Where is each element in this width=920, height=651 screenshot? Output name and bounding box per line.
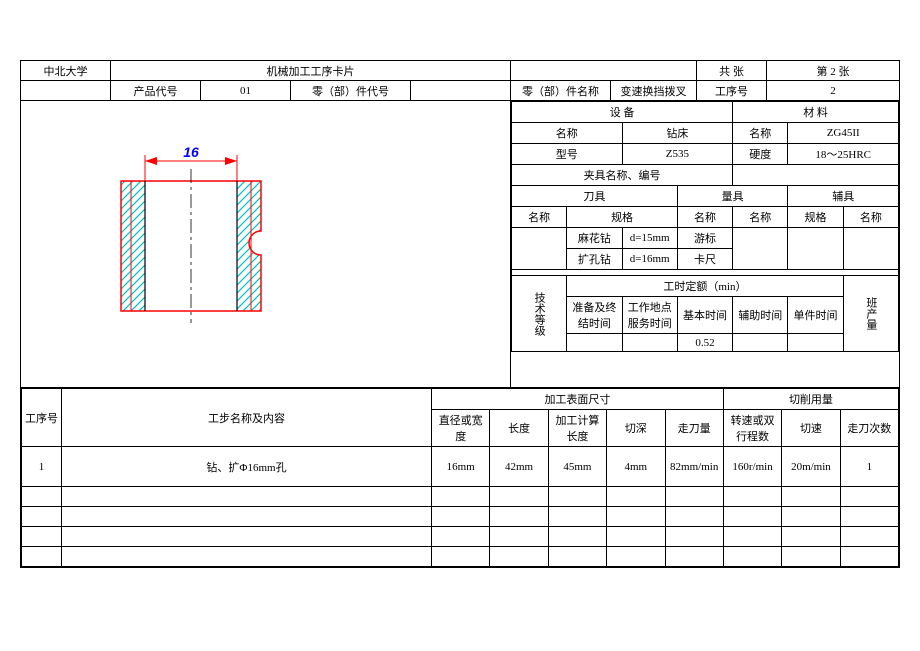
proc-cell-dia bbox=[432, 527, 490, 547]
equip-model: Z535 bbox=[622, 144, 733, 165]
proc-cell-name bbox=[62, 547, 432, 567]
proc-cell-depth bbox=[607, 527, 665, 547]
proc-cell-name bbox=[62, 487, 432, 507]
proc-cell-dia bbox=[432, 547, 490, 567]
proc-cell-feed bbox=[665, 527, 723, 547]
page-current: 第 2 张 bbox=[767, 61, 899, 81]
part-drawing: 16 bbox=[81, 121, 341, 341]
tool-row-spec: d=15mm bbox=[622, 228, 677, 249]
part-name: 变速换挡拨叉 bbox=[611, 81, 697, 101]
drawing-area: 16 bbox=[21, 101, 511, 387]
proc-cell-name: 钻、扩Φ16mm孔 bbox=[62, 447, 432, 487]
proc-cell-cut bbox=[782, 527, 840, 547]
proc-cell-depth bbox=[607, 507, 665, 527]
product-code: 01 bbox=[201, 81, 291, 101]
proc-cell-no bbox=[22, 547, 62, 567]
proc-cell-feed: 82mm/min bbox=[665, 447, 723, 487]
proc-cell-feed bbox=[665, 547, 723, 567]
col-step-no: 工序号 bbox=[22, 389, 62, 447]
proc-cell-feed bbox=[665, 487, 723, 507]
proc-cell-speed bbox=[723, 487, 781, 507]
gauge-row-name: 游标 bbox=[677, 228, 732, 249]
tool-section: 刀具 bbox=[512, 186, 678, 207]
process-card: 中北大学 机械加工工序卡片 共 张 第 2 张 产品代号 01 零（部）件代号 … bbox=[20, 60, 900, 568]
proc-cell-name bbox=[62, 507, 432, 527]
fixture-label: 夹具名称、编号 bbox=[512, 165, 733, 186]
proc-cell-feed bbox=[665, 507, 723, 527]
part-name-label: 零（部）件名称 bbox=[511, 81, 611, 101]
proc-cell-passes: 1 bbox=[840, 447, 898, 487]
fixture-value bbox=[733, 165, 899, 186]
basic-time-value: 0.52 bbox=[677, 334, 732, 352]
proc-cell-calc bbox=[548, 507, 606, 527]
university-cell: 中北大学 bbox=[21, 61, 111, 81]
proc-cell-len bbox=[490, 487, 548, 507]
aux-section: 辅具 bbox=[788, 186, 899, 207]
col-step-name: 工步名称及内容 bbox=[62, 389, 432, 447]
proc-cell-depth: 4mm bbox=[607, 447, 665, 487]
tech-level-label: 技术等级 bbox=[512, 276, 567, 352]
proc-cell-passes bbox=[840, 507, 898, 527]
proc-cell-cut bbox=[782, 507, 840, 527]
equipment-section: 设 备 bbox=[512, 102, 733, 123]
proc-cell-no: 1 bbox=[22, 447, 62, 487]
proc-cell-no bbox=[22, 487, 62, 507]
time-quota-label: 工时定额（min） bbox=[567, 276, 843, 297]
material-hardness: 18～25HRC bbox=[788, 144, 899, 165]
material-name: ZG45II bbox=[788, 123, 899, 144]
gauge-section: 量具 bbox=[677, 186, 788, 207]
proc-cell-no bbox=[22, 507, 62, 527]
col-cutting: 切削用量 bbox=[723, 389, 898, 410]
right-info-panel: 设 备 材 料 名称 钻床 名称 ZG45II 型号 Z535 硬度 18～25… bbox=[511, 101, 899, 387]
proc-cell-calc: 45mm bbox=[548, 447, 606, 487]
proc-cell-speed bbox=[723, 507, 781, 527]
proc-cell-speed bbox=[723, 527, 781, 547]
proc-cell-dia bbox=[432, 507, 490, 527]
proc-cell-depth bbox=[607, 487, 665, 507]
proc-cell-no bbox=[22, 527, 62, 547]
proc-cell-len bbox=[490, 527, 548, 547]
page-total: 共 张 bbox=[697, 61, 767, 81]
proc-cell-speed: 160r/min bbox=[723, 447, 781, 487]
col-surface: 加工表面尺寸 bbox=[432, 389, 724, 410]
equip-name: 钻床 bbox=[622, 123, 733, 144]
proc-cell-cut bbox=[782, 547, 840, 567]
proc-no: 2 bbox=[767, 81, 899, 101]
batch-label: 班产量 bbox=[843, 276, 898, 352]
proc-cell-len bbox=[490, 507, 548, 527]
proc-cell-dia: 16mm bbox=[432, 447, 490, 487]
proc-cell-calc bbox=[548, 547, 606, 567]
proc-cell-passes bbox=[840, 527, 898, 547]
proc-cell-cut bbox=[782, 487, 840, 507]
material-section: 材 料 bbox=[733, 102, 899, 123]
proc-cell-passes bbox=[840, 487, 898, 507]
proc-cell-dia bbox=[432, 487, 490, 507]
proc-cell-len bbox=[490, 547, 548, 567]
proc-cell-passes bbox=[840, 547, 898, 567]
proc-cell-calc bbox=[548, 527, 606, 547]
proc-cell-speed bbox=[723, 547, 781, 567]
part-code-label: 零（部）件代号 bbox=[291, 81, 411, 101]
proc-cell-len: 42mm bbox=[490, 447, 548, 487]
part-code bbox=[411, 81, 511, 101]
proc-no-label: 工序号 bbox=[697, 81, 767, 101]
card-title: 机械加工工序卡片 bbox=[111, 61, 511, 81]
tool-row-name: 麻花钻 bbox=[567, 228, 622, 249]
proc-cell-calc bbox=[548, 487, 606, 507]
proc-cell-depth bbox=[607, 547, 665, 567]
proc-cell-name bbox=[62, 527, 432, 547]
process-steps-table: 工序号 工步名称及内容 加工表面尺寸 切削用量 直径或宽度 长度 加工计算长度 … bbox=[21, 388, 899, 567]
dimension-text: 16 bbox=[183, 144, 199, 160]
product-code-label: 产品代号 bbox=[111, 81, 201, 101]
proc-cell-cut: 20m/min bbox=[782, 447, 840, 487]
